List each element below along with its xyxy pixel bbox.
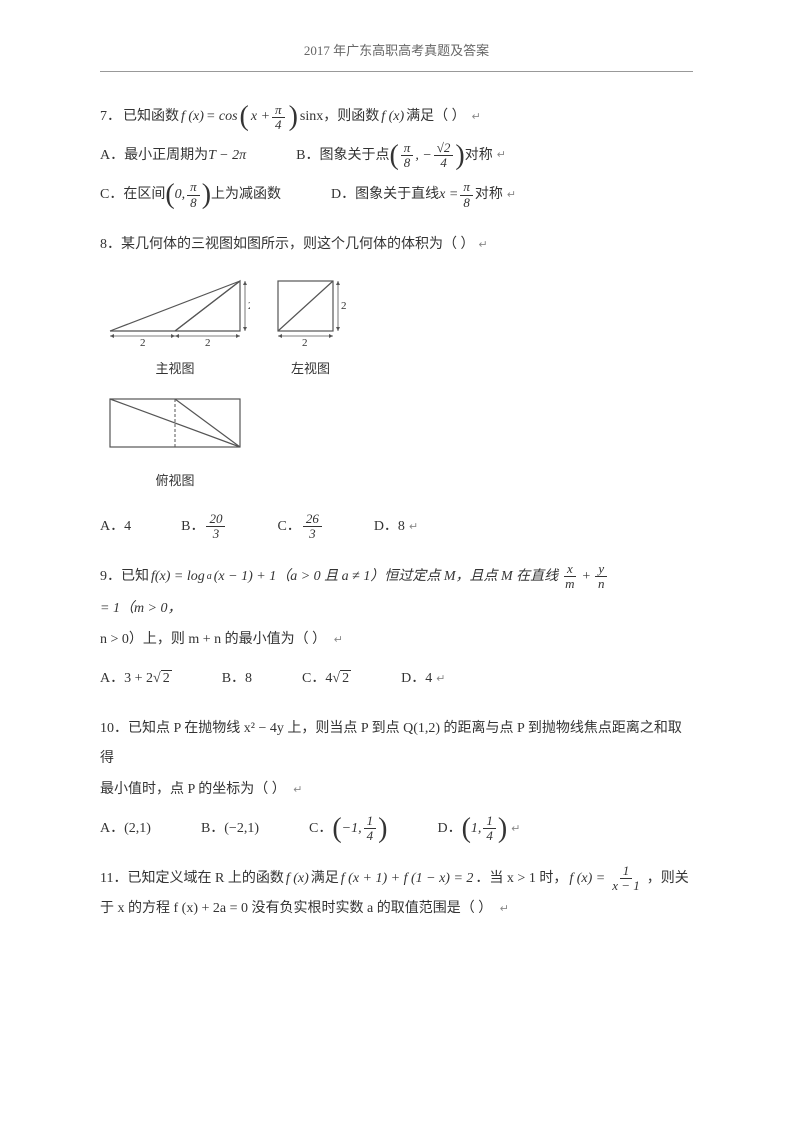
top-view-svg	[100, 391, 250, 461]
q7-fx: f (x)	[181, 102, 204, 133]
q7-after: sinx，则函数	[300, 102, 379, 133]
question-10: 10．已知点 P 在抛物线 x² − 4y 上，则当点 P 到点 Q(1,2) …	[100, 714, 693, 846]
q9-option-d: D．4↵	[401, 662, 445, 696]
left-view: 2 2 左视图	[268, 271, 353, 384]
q7-eq: = cos	[206, 102, 238, 133]
q8-option-b: B． 203	[181, 510, 227, 544]
q11-fx: f (x)	[286, 864, 309, 895]
svg-text:2: 2	[341, 300, 347, 312]
q7-tail: 满足（ ）	[406, 102, 466, 133]
q10-option-b: B．(−2,1)	[201, 812, 259, 846]
q9-line2: n > 0）上，则 m + n 的最小值为（ ）	[100, 632, 326, 647]
q7-pre: 已知函数	[123, 102, 179, 133]
q11-fx1: f (x + 1) + f (1 − x) = 2	[341, 864, 474, 895]
q10-line1: 10．已知点 P 在抛物线 x² − 4y 上，则当点 P 到点 Q(1,2) …	[100, 714, 693, 776]
q9-frac2: yn	[595, 562, 608, 592]
q7-option-b: B．图象关于点 ( π8 , − √24 ) 对称 ↵	[296, 139, 506, 173]
q9-pre: 9．已知	[100, 562, 149, 593]
question-8: 8．某几何体的三视图如图所示，则这个几何体的体积为（ ）↵ 2 2	[100, 230, 693, 544]
q9-eq: = 1（m > 0，	[100, 594, 182, 625]
q8-option-d: D．8↵	[374, 510, 418, 544]
q10-option-d: D． ( 1, 14 ) ↵	[437, 812, 520, 846]
q11-mid: 满足	[311, 864, 339, 895]
q11-line2: 于 x 的方程 f (x) + 2a = 0 没有负实根时实数 a 的取值范围是…	[100, 901, 492, 916]
q11-tail: ，则关	[647, 864, 689, 895]
q11-when: ．当 x > 1 时，	[475, 864, 567, 895]
q7-option-c: C．在区间 ( 0, π8 ) 上为减函数	[100, 178, 281, 212]
q11-frac: 1x − 1	[609, 864, 643, 894]
return-icon: ↵	[472, 105, 481, 129]
svg-text:2: 2	[302, 337, 308, 349]
left-view-svg: 2 2	[268, 271, 353, 349]
q9-option-c: C．42	[302, 662, 351, 696]
q9-option-b: B．8	[222, 662, 252, 696]
top-view: 俯视图	[100, 391, 250, 496]
svg-text:2: 2	[248, 300, 250, 312]
q9-option-a: A．3 + 22	[100, 662, 172, 696]
q7-option-d: D．图象关于直线 x = π8 对称 ↵	[331, 178, 516, 212]
q9-mid: (x − 1) + 1（a > 0 且 a ≠ 1）恒过定点 M，且点 M 在直…	[214, 562, 558, 593]
question-11: 11．已知定义域在 R 上的函数 f (x) 满足 f (x + 1) + f …	[100, 864, 693, 926]
q7-frac1: π 4	[272, 103, 285, 133]
q9-fx: f(x) = log	[151, 562, 205, 593]
q11-pre: 11．已知定义域在 R 上的函数	[100, 864, 284, 895]
svg-text:2: 2	[140, 337, 146, 349]
q10-option-c: C． ( −1, 14 )	[309, 812, 387, 846]
q8-text: 8．某几何体的三视图如图所示，则这个几何体的体积为（ ）↵	[100, 230, 693, 261]
q9-sub: a	[207, 566, 212, 588]
page-header: 2017 年广东高职高考真题及答案	[100, 40, 693, 72]
question-7: 7． 已知函数 f (x) = cos ( x + π 4 ) sinx，则函数…	[100, 102, 693, 212]
q8-option-c: C． 263	[277, 510, 323, 544]
q7-num: 7．	[100, 102, 121, 133]
three-views-figure: 2 2 2 主视图	[100, 271, 693, 496]
svg-text:2: 2	[205, 337, 211, 349]
front-view: 2 2 2 主视图	[100, 271, 250, 384]
q10-line2: 最小值时，点 P 的坐标为（ ）	[100, 782, 286, 797]
question-9: 9．已知 f(x) = log a (x − 1) + 1（a > 0 且 a …	[100, 562, 693, 696]
q9-frac1: xm	[562, 562, 577, 592]
q8-option-a: A．4	[100, 510, 131, 544]
q7-option-a: A．最小正周期为 T − 2π	[100, 139, 246, 173]
q7-fx2: f (x)	[381, 102, 404, 133]
q11-fx2: f (x) =	[569, 864, 605, 895]
q10-option-a: A．(2,1)	[100, 812, 151, 846]
q7-inside1: x +	[251, 102, 270, 133]
front-view-svg: 2 2 2	[100, 271, 250, 349]
